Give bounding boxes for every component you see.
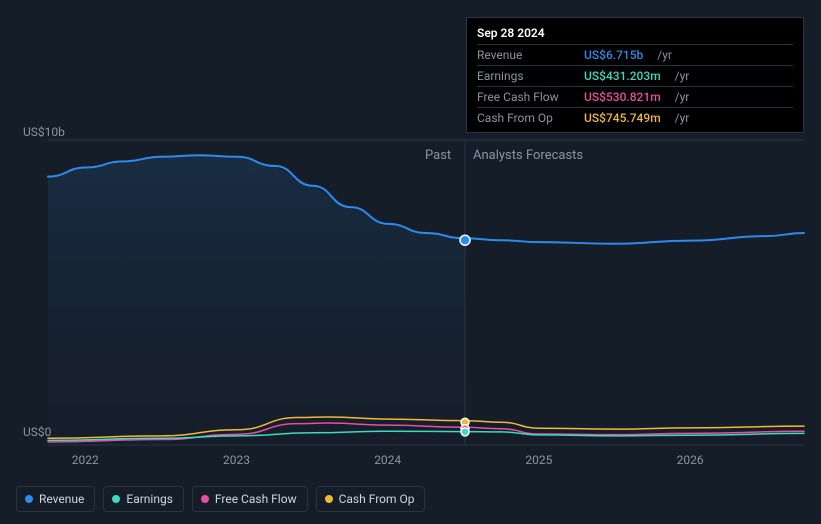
legend-dot-icon [201,495,209,503]
tooltip-date: Sep 28 2024 [477,26,793,40]
past-area-fill [48,155,465,445]
x-axis-tick: 2023 [223,453,250,467]
x-axis-tick: 2022 [72,453,99,467]
x-axis-tick: 2026 [677,453,704,467]
tooltip-row-label: Earnings [477,69,572,83]
legend: Revenue Earnings Free Cash Flow Cash From O… [16,486,425,512]
legend-item-earnings[interactable]: Earnings [103,486,184,512]
legend-item-cfo[interactable]: Cash From Op [316,486,426,512]
tooltip-row: Earnings US$431.203m/yr [477,65,793,86]
legend-item-label: Cash From Op [339,492,415,506]
legend-item-revenue[interactable]: Revenue [16,486,95,512]
tooltip-row-suffix: /yr [675,69,690,83]
legend-dot-icon [325,495,333,503]
tooltip-row-value: US$431.203m [584,69,661,83]
x-axis-tick: 2025 [525,453,552,467]
tooltip-row-label: Free Cash Flow [477,90,572,104]
tooltip-row-suffix: /yr [657,48,672,62]
tooltip-row-value: US$6.715b [584,48,643,62]
tooltip-row-label: Cash From Op [477,111,572,125]
legend-item-fcf[interactable]: Free Cash Flow [192,486,308,512]
x-axis-tick: 2024 [374,453,401,467]
tooltip-row-suffix: /yr [675,111,690,125]
chart-container: US$10b US$0 2022 2023 2024 2025 2026 Past An… [0,0,821,524]
tooltip-row: Cash From Op US$745.749m/yr [477,107,793,128]
past-label: Past [425,148,451,163]
tooltip-row-value: US$745.749m [584,111,661,125]
legend-item-label: Earnings [126,492,173,506]
legend-dot-icon [112,495,120,503]
y-axis-tick-bottom: US$0 [23,425,51,439]
forecast-label: Analysts Forecasts [473,148,583,163]
legend-dot-icon [25,495,33,503]
legend-item-label: Revenue [39,492,84,506]
tooltip: Sep 28 2024 Revenue US$6.715b/yr Earnings U… [466,17,804,133]
marker-dot-revenue [460,235,470,245]
tooltip-row-label: Revenue [477,48,572,62]
tooltip-row-value: US$530.821m [584,90,661,104]
marker-dot-earnings [461,428,469,436]
tooltip-row: Free Cash Flow US$530.821m/yr [477,86,793,107]
tooltip-row-suffix: /yr [675,90,690,104]
tooltip-row: Revenue US$6.715b/yr [477,44,793,65]
legend-item-label: Free Cash Flow [215,492,297,506]
y-axis-tick-top: US$10b [23,125,65,139]
